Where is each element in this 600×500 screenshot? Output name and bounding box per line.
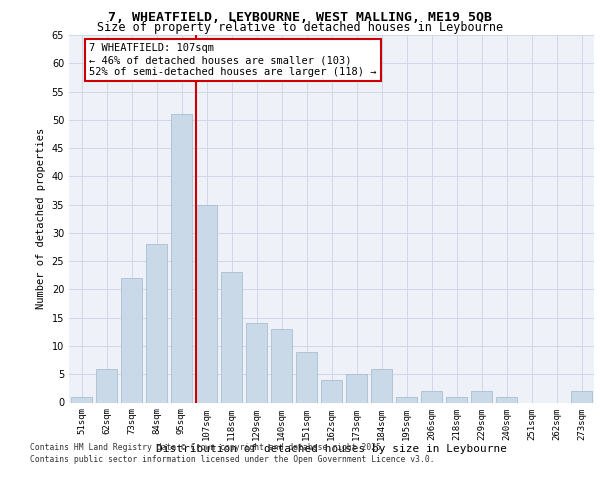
Bar bbox=[121, 278, 142, 402]
Y-axis label: Number of detached properties: Number of detached properties bbox=[36, 128, 46, 310]
Bar bbox=[571, 391, 592, 402]
Bar bbox=[246, 324, 267, 402]
Bar bbox=[496, 397, 517, 402]
Bar bbox=[71, 397, 92, 402]
Bar bbox=[96, 368, 117, 402]
Bar bbox=[221, 272, 242, 402]
Bar bbox=[296, 352, 317, 403]
Bar bbox=[471, 391, 492, 402]
Text: Contains public sector information licensed under the Open Government Licence v3: Contains public sector information licen… bbox=[30, 455, 434, 464]
Bar bbox=[271, 329, 292, 402]
Text: Size of property relative to detached houses in Leybourne: Size of property relative to detached ho… bbox=[97, 22, 503, 35]
Bar bbox=[421, 391, 442, 402]
Bar bbox=[446, 397, 467, 402]
Bar bbox=[321, 380, 342, 402]
X-axis label: Distribution of detached houses by size in Leybourne: Distribution of detached houses by size … bbox=[156, 444, 507, 454]
Bar bbox=[371, 368, 392, 402]
Text: 7, WHEATFIELD, LEYBOURNE, WEST MALLING, ME19 5QB: 7, WHEATFIELD, LEYBOURNE, WEST MALLING, … bbox=[108, 11, 492, 24]
Text: Contains HM Land Registry data © Crown copyright and database right 2025.: Contains HM Land Registry data © Crown c… bbox=[30, 444, 386, 452]
Bar bbox=[171, 114, 192, 403]
Bar bbox=[196, 204, 217, 402]
Bar bbox=[346, 374, 367, 402]
Bar bbox=[396, 397, 417, 402]
Bar bbox=[146, 244, 167, 402]
Text: 7 WHEATFIELD: 107sqm
← 46% of detached houses are smaller (103)
52% of semi-deta: 7 WHEATFIELD: 107sqm ← 46% of detached h… bbox=[89, 44, 377, 76]
